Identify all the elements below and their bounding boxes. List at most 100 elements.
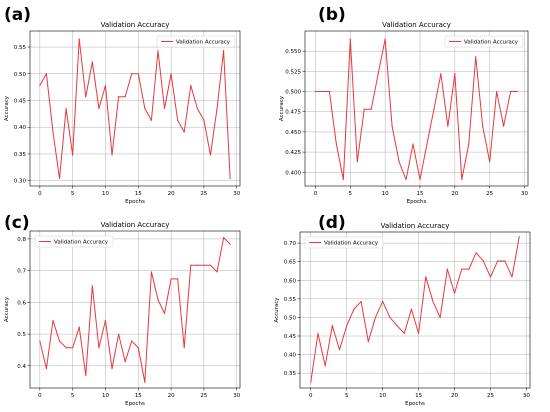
data-point (144, 381, 146, 383)
data-point (216, 271, 218, 273)
y-tick-label: 0.500 (285, 90, 301, 96)
data-point (396, 325, 398, 327)
data-point (518, 236, 520, 238)
data-point (78, 326, 80, 328)
x-tick-label: 0 (38, 393, 42, 399)
x-tick-label: 30 (233, 191, 240, 197)
data-point (104, 319, 107, 322)
y-axis-label: Accuracy (4, 296, 10, 322)
data-point (131, 340, 133, 342)
legend: Validation Accuracy (156, 35, 236, 48)
data-point (356, 161, 358, 163)
legend-label: Validation Accuracy (464, 40, 519, 46)
data-point (363, 108, 365, 110)
x-tick-label: 5 (71, 393, 75, 399)
data-point (417, 332, 420, 334)
data-point (432, 300, 434, 303)
data-point (58, 340, 61, 342)
x-tick-label: 30 (523, 393, 530, 399)
y-tick-label: 0.425 (285, 150, 301, 156)
data-point (440, 73, 442, 75)
panel-letter: (b) (318, 5, 346, 25)
y-tick-label: 0.70 (284, 241, 297, 247)
x-tick-label: 10 (102, 393, 109, 399)
data-point (419, 178, 421, 181)
data-point (509, 90, 512, 93)
data-point (489, 276, 492, 278)
data-point (85, 374, 87, 376)
legend: Validation Accuracy (304, 236, 384, 249)
data-point (137, 347, 139, 349)
data-point (170, 73, 172, 75)
y-tick-label: 0.60 (284, 278, 297, 284)
x-tick-label: 25 (487, 393, 494, 399)
data-point (398, 161, 400, 163)
y-tick-label: 0.400 (285, 170, 301, 176)
data-point (446, 268, 448, 270)
data-point (209, 264, 212, 266)
data-point (405, 178, 407, 181)
x-axis-label: Epochs (125, 199, 145, 205)
x-tick-label: 25 (200, 191, 207, 197)
x-tick-label: 20 (451, 393, 458, 399)
data-point (338, 349, 341, 351)
data-point (314, 90, 317, 93)
chart-title: Validation Accuracy (101, 21, 170, 29)
y-tick-label: 0.550 (285, 49, 301, 55)
data-point (65, 107, 67, 110)
x-tick-label: 15 (416, 191, 423, 197)
data-point (52, 131, 54, 133)
x-tick-label: 5 (71, 191, 75, 197)
data-point (468, 143, 470, 145)
data-point (190, 264, 192, 266)
legend-label: Validation Accuracy (324, 241, 379, 247)
chart-title: Validation Accuracy (101, 221, 170, 229)
data-point (453, 292, 456, 294)
x-tick-label: 30 (521, 191, 528, 197)
x-tick-label: 0 (309, 393, 313, 399)
legend-box (34, 235, 114, 248)
y-tick-label: 0.40 (14, 125, 27, 131)
y-tick-label: 0.55 (284, 297, 297, 303)
x-tick-label: 25 (486, 191, 493, 197)
x-axis-label: Epochs (407, 199, 427, 205)
data-point (349, 38, 351, 40)
data-point (45, 73, 48, 75)
legend-box (304, 236, 384, 249)
x-axis-label: Epochs (405, 401, 425, 407)
data-point (391, 125, 393, 127)
data-point (111, 154, 113, 156)
data-point (65, 347, 67, 349)
data-point (45, 368, 48, 370)
x-tick-label: 0 (38, 191, 42, 197)
x-tick-label: 10 (102, 191, 109, 197)
data-point (324, 365, 326, 367)
data-point (222, 50, 225, 52)
data-point (39, 84, 41, 87)
data-point (91, 285, 93, 287)
x-tick-label: 10 (379, 393, 386, 399)
y-axis-label: Accuracy (4, 95, 10, 121)
data-point (229, 243, 231, 245)
series-line (39, 38, 231, 180)
data-point (410, 308, 413, 310)
chart-panel-3: (c) Validation Accuracy 0 5 10 15 20 25 30 0.4 0.5… (4, 213, 241, 407)
data-point (475, 56, 477, 58)
data-point (433, 108, 435, 110)
data-point (196, 107, 198, 110)
y-axis-label: Accuracy (279, 95, 285, 121)
data-point (163, 312, 166, 315)
data-point (342, 178, 344, 181)
data-point (177, 278, 179, 280)
data-point (190, 84, 192, 87)
y-tick-label: 0.450 (285, 130, 301, 136)
y-tick-label: 0.30 (14, 179, 27, 185)
legend-label: Validation Accuracy (176, 40, 231, 46)
data-point (58, 177, 61, 180)
y-tick-label: 0.6 (17, 300, 26, 306)
data-point (374, 316, 377, 319)
data-point (98, 107, 100, 110)
y-tick-label: 0.45 (284, 334, 297, 340)
legend-label: Validation Accuracy (54, 240, 109, 246)
plot-frame (29, 230, 241, 389)
